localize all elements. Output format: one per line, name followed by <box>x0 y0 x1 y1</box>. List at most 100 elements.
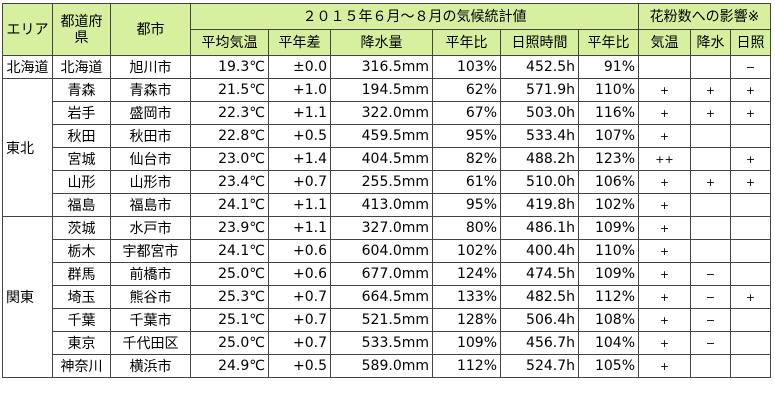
effect-cell: + <box>638 124 691 148</box>
value-cell: 25.0℃ <box>190 262 269 286</box>
value-cell: +0.7 <box>268 285 331 309</box>
data-row: 埼玉 熊谷市 25.3℃ +0.7 664.5mm 133% 482.5h 112% + − + <box>3 285 771 309</box>
effect-cell <box>690 147 731 171</box>
header-cell: 平均気温 <box>190 29 269 56</box>
effect-cell <box>730 124 771 148</box>
climate-table: エリア 都道府県 都市 ２０１５年６月～８月の気候統計値 花粉数への影響※ 平均… <box>2 3 771 378</box>
value-cell: +0.7 <box>268 308 331 332</box>
name-cell: 青森 <box>52 78 111 102</box>
effect-cell <box>690 124 731 148</box>
value-cell: 102% <box>578 193 639 217</box>
value-cell: 510.0h <box>500 170 579 194</box>
value-cell: 456.7h <box>500 331 579 355</box>
value-cell: 116% <box>578 101 639 125</box>
value-cell: 109% <box>578 216 639 240</box>
name-cell: 宮城 <box>52 147 111 171</box>
value-cell: 61% <box>432 170 501 194</box>
table-body: 北海道 北海道 旭川市 19.3℃ ±0.0 316.5mm 103% 452.5h 91% − 東… <box>2 55 771 378</box>
value-cell: 482.5h <box>500 285 579 309</box>
value-cell: 22.3℃ <box>190 101 269 125</box>
value-cell: 571.9h <box>500 78 579 102</box>
effect-cell <box>690 193 731 217</box>
value-cell: 664.5mm <box>330 285 433 309</box>
effect-cell: + <box>730 78 771 102</box>
name-cell: 埼玉 <box>52 285 111 309</box>
name-cell: 岩手 <box>52 101 111 125</box>
header-cell: エリア <box>2 3 53 56</box>
name-cell: 宇都宮市 <box>110 239 191 263</box>
name-cell: 水戸市 <box>110 216 191 240</box>
value-cell: 24.1℃ <box>190 193 269 217</box>
data-row: 北海道 北海道 旭川市 19.3℃ ±0.0 316.5mm 103% 452.5h 91% − <box>2 55 771 79</box>
data-row: 岩手 盛岡市 22.3℃ +1.1 322.0mm 67% 503.0h 116% + + + <box>3 101 771 125</box>
value-cell: 110% <box>578 239 639 263</box>
name-cell: 前橋市 <box>110 262 191 286</box>
value-cell: 123% <box>578 147 639 171</box>
header-cell: 日照時間 <box>500 29 579 56</box>
value-cell: 506.4h <box>500 308 579 332</box>
value-cell: 404.5mm <box>330 147 433 171</box>
value-cell: +1.0 <box>268 78 331 102</box>
value-cell: +0.5 <box>268 124 331 148</box>
data-row: 宮城 仙台市 23.0℃ +1.4 404.5mm 82% 488.2h 123% ++ + <box>3 147 771 171</box>
name-cell: 千葉市 <box>110 308 191 332</box>
data-row: 秋田 秋田市 22.8℃ +0.5 459.5mm 95% 533.4h 107% + <box>3 124 771 148</box>
name-cell: 盛岡市 <box>110 101 191 125</box>
data-row: 神奈川 横浜市 24.9℃ +0.5 589.0mm 112% 524.7h 105% + <box>3 354 771 378</box>
value-cell: 23.4℃ <box>190 170 269 194</box>
effect-cell: − <box>690 262 731 286</box>
header-cell: 降水 <box>690 29 731 56</box>
value-cell: 25.0℃ <box>190 331 269 355</box>
value-cell: +1.1 <box>268 216 331 240</box>
value-cell: 194.5mm <box>330 78 433 102</box>
header-cell: 平年差 <box>268 29 331 56</box>
data-row: 福島 福島市 24.1℃ +1.1 413.0mm 95% 419.8h 102% + <box>3 193 771 217</box>
value-cell: +1.1 <box>268 193 331 217</box>
effect-cell <box>730 239 771 263</box>
name-cell: 秋田市 <box>110 124 191 148</box>
header-cell: 日照 <box>730 29 771 56</box>
header-cell: 気温 <box>638 29 691 56</box>
effect-cell: − <box>690 285 731 309</box>
value-cell: 24.9℃ <box>190 354 269 378</box>
effect-cell: + <box>638 239 691 263</box>
name-cell: 福島 <box>52 193 111 217</box>
effect-cell: + <box>638 170 691 194</box>
value-cell: 102% <box>432 239 501 263</box>
value-cell: +0.6 <box>268 239 331 263</box>
effect-cell <box>730 308 771 332</box>
header-row: 平均気温 平年差 降水量 平年比 日照時間 平年比 気温 降水 日照 <box>3 29 771 56</box>
value-cell: 133% <box>432 285 501 309</box>
effect-cell <box>730 193 771 217</box>
value-cell: 103% <box>432 55 501 79</box>
value-cell: 112% <box>432 354 501 378</box>
header-cell: 平年比 <box>432 29 501 56</box>
effect-cell: + <box>638 193 691 217</box>
effect-cell: + <box>730 147 771 171</box>
value-cell: 67% <box>432 101 501 125</box>
value-cell: 533.5mm <box>330 331 433 355</box>
value-cell: 24.1℃ <box>190 239 269 263</box>
value-cell: 452.5h <box>500 55 579 79</box>
effect-cell: − <box>690 308 731 332</box>
value-cell: 106% <box>578 170 639 194</box>
value-cell: 677.0mm <box>330 262 433 286</box>
effect-cell: + <box>690 170 731 194</box>
area-cell: 北海道 <box>2 55 53 79</box>
value-cell: 474.5h <box>500 262 579 286</box>
effect-cell: + <box>690 101 731 125</box>
name-cell: 山形 <box>52 170 111 194</box>
effect-cell: + <box>730 170 771 194</box>
header-cell: 花粉数への影響※ <box>638 3 771 30</box>
area-cell: 関東 <box>2 216 53 378</box>
effect-cell: + <box>638 216 691 240</box>
value-cell: 110% <box>578 78 639 102</box>
effect-cell: ++ <box>638 147 691 171</box>
value-cell: 109% <box>578 262 639 286</box>
effect-cell <box>690 239 731 263</box>
effect-cell <box>730 354 771 378</box>
header-cell: 都道府県 <box>52 3 111 56</box>
header-cell: ２０１５年６月～８月の気候統計値 <box>190 3 639 30</box>
name-cell: 山形市 <box>110 170 191 194</box>
header-row: エリア 都道府県 都市 ２０１５年６月～８月の気候統計値 花粉数への影響※ <box>2 3 771 56</box>
